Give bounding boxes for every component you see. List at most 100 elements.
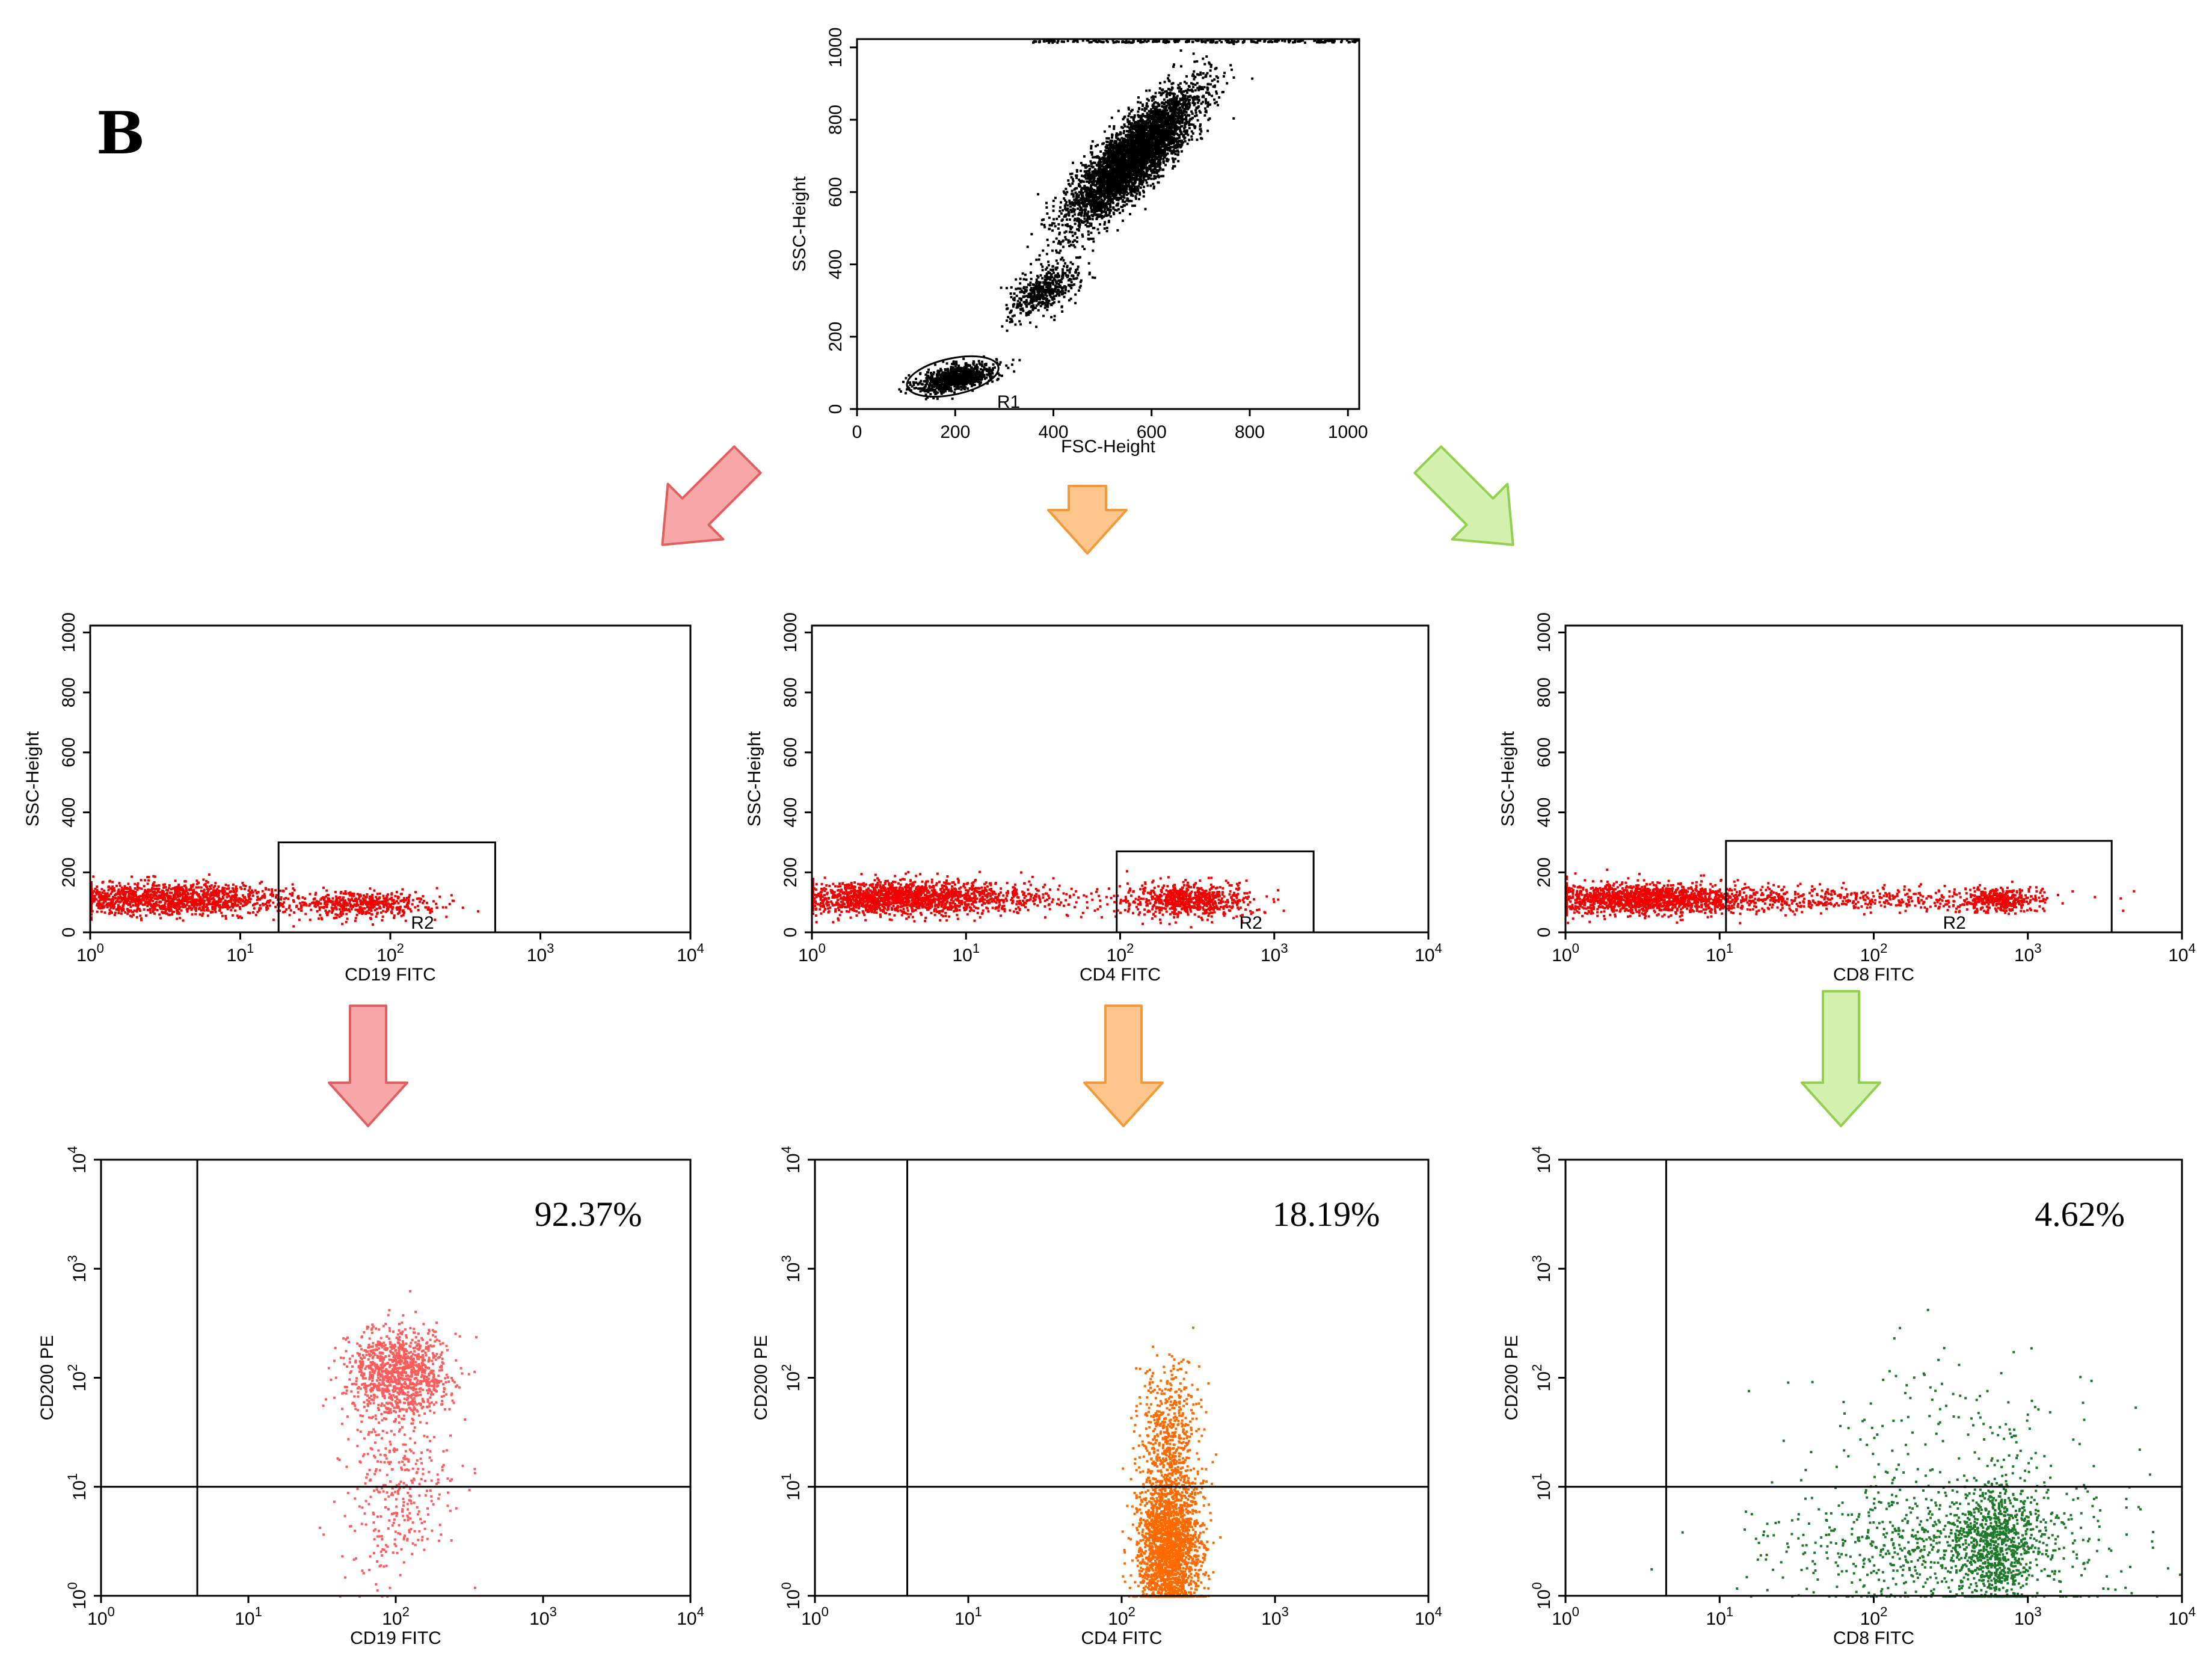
point bbox=[1091, 276, 1094, 279]
point bbox=[909, 381, 912, 384]
point bbox=[1035, 325, 1038, 328]
point bbox=[969, 381, 972, 384]
point bbox=[1010, 320, 1013, 323]
point bbox=[955, 375, 957, 378]
point bbox=[1138, 191, 1141, 194]
point bbox=[930, 380, 932, 382]
point bbox=[1010, 318, 1013, 321]
point bbox=[1065, 224, 1068, 227]
point bbox=[1166, 109, 1169, 112]
point bbox=[1044, 288, 1047, 291]
point bbox=[1093, 188, 1096, 191]
point bbox=[959, 386, 962, 389]
point bbox=[1206, 101, 1209, 104]
point bbox=[1074, 271, 1077, 274]
point bbox=[1034, 297, 1037, 300]
point bbox=[1018, 320, 1021, 323]
point bbox=[909, 383, 912, 386]
point bbox=[1131, 205, 1134, 208]
point bbox=[983, 366, 986, 369]
point bbox=[1178, 101, 1181, 104]
point bbox=[1128, 112, 1131, 115]
point bbox=[1080, 279, 1083, 282]
point bbox=[1113, 128, 1116, 131]
point bbox=[1202, 57, 1205, 60]
point bbox=[923, 386, 926, 389]
point bbox=[1014, 323, 1017, 326]
point bbox=[1198, 85, 1201, 88]
point bbox=[1069, 285, 1072, 288]
point bbox=[984, 377, 986, 380]
point bbox=[936, 377, 939, 380]
point bbox=[1184, 94, 1187, 97]
point bbox=[940, 392, 943, 395]
point bbox=[1150, 177, 1153, 180]
point bbox=[1205, 91, 1208, 94]
point bbox=[1103, 227, 1106, 230]
point bbox=[933, 391, 936, 394]
point bbox=[1075, 169, 1078, 171]
point bbox=[1052, 301, 1055, 304]
point bbox=[1073, 204, 1076, 207]
point bbox=[1161, 102, 1164, 105]
point bbox=[929, 393, 932, 396]
point bbox=[1065, 230, 1068, 233]
point bbox=[1031, 301, 1034, 304]
point bbox=[1005, 304, 1008, 307]
point bbox=[1048, 294, 1051, 297]
point bbox=[1176, 153, 1179, 156]
point bbox=[929, 378, 932, 381]
point bbox=[1052, 271, 1055, 274]
point bbox=[963, 366, 966, 369]
point bbox=[920, 387, 923, 390]
point bbox=[938, 370, 941, 373]
point bbox=[971, 381, 974, 384]
cluster-lymphocytes bbox=[898, 355, 1021, 401]
point bbox=[1216, 80, 1219, 83]
point bbox=[955, 374, 958, 377]
point bbox=[1215, 92, 1218, 95]
point bbox=[1065, 203, 1068, 206]
point bbox=[1172, 149, 1175, 152]
point bbox=[1024, 303, 1027, 305]
point bbox=[1148, 89, 1151, 92]
point bbox=[1063, 205, 1066, 208]
point bbox=[947, 372, 950, 375]
point bbox=[1205, 102, 1208, 105]
point bbox=[1083, 188, 1086, 191]
point bbox=[1122, 195, 1125, 198]
point bbox=[1156, 158, 1159, 161]
point bbox=[1139, 186, 1142, 189]
point bbox=[1098, 192, 1101, 195]
point bbox=[1041, 277, 1044, 280]
point bbox=[1105, 140, 1108, 143]
point bbox=[1020, 289, 1023, 292]
point bbox=[986, 374, 989, 377]
point bbox=[1061, 287, 1064, 290]
point bbox=[1055, 217, 1059, 220]
point bbox=[954, 381, 957, 384]
point bbox=[941, 386, 944, 389]
point bbox=[986, 368, 989, 371]
point bbox=[1094, 168, 1096, 171]
point bbox=[977, 376, 979, 379]
point bbox=[1092, 165, 1095, 168]
point bbox=[932, 397, 935, 399]
point bbox=[1063, 231, 1066, 234]
point bbox=[1035, 278, 1038, 281]
point bbox=[1039, 288, 1042, 291]
point bbox=[1006, 307, 1009, 310]
point bbox=[1076, 220, 1079, 222]
point bbox=[1126, 125, 1129, 128]
point bbox=[1120, 196, 1123, 199]
point bbox=[1120, 126, 1123, 129]
point bbox=[1052, 241, 1055, 244]
point bbox=[1187, 102, 1190, 105]
point bbox=[1047, 272, 1050, 274]
point bbox=[1077, 265, 1080, 268]
point bbox=[931, 386, 934, 389]
point bbox=[912, 381, 915, 384]
point bbox=[919, 372, 922, 375]
point bbox=[1087, 180, 1090, 183]
point bbox=[1099, 223, 1101, 226]
